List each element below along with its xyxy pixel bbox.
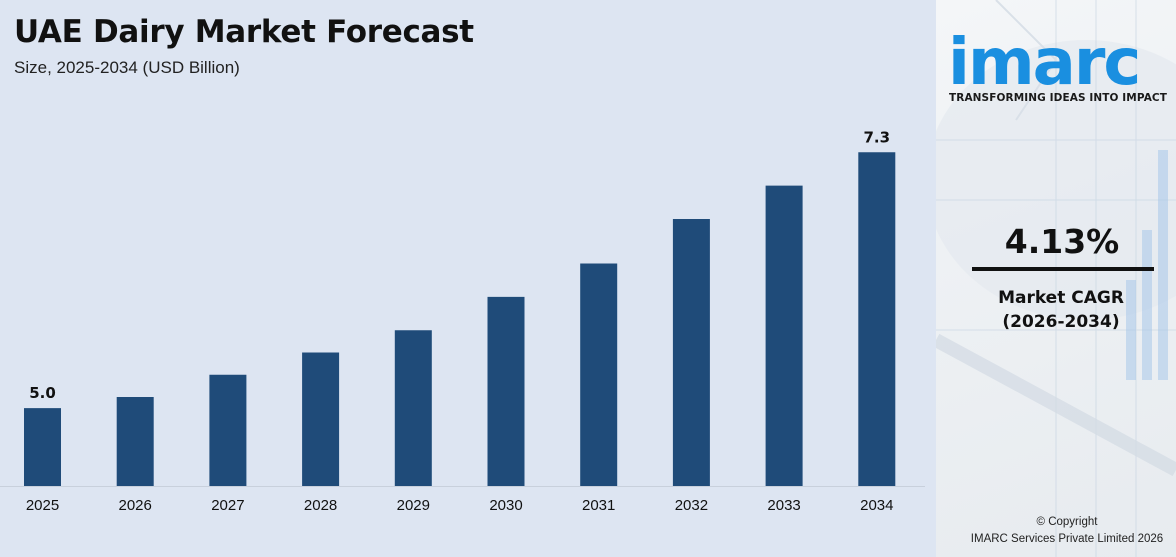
data-label-2034: 7.3 xyxy=(864,128,891,146)
x-tick-label-2028: 2028 xyxy=(304,497,337,514)
x-tick-label-2025: 2025 xyxy=(26,497,59,514)
x-tick-label-2029: 2029 xyxy=(397,497,430,514)
bar-2030 xyxy=(487,296,525,486)
cagr-value: 4.13% xyxy=(1004,222,1120,261)
data-label-2025: 5.0 xyxy=(29,384,56,402)
bar-chart: 2025 5.0 2026 2027 2028 2029 2030 2031 2032 2033 2… xyxy=(0,128,925,514)
bar-2028 xyxy=(302,352,340,486)
bar-2025 xyxy=(24,408,61,486)
side-panel: imarc TRANSFORMING IDEAS INTO IMPACT 4.1… xyxy=(936,0,1176,557)
x-tick-label-2030: 2030 xyxy=(489,497,522,514)
x-tick-label-2034: 2034 xyxy=(860,497,893,514)
imarc-logo: imarc xyxy=(948,26,1141,94)
bar-2026 xyxy=(116,397,154,486)
background-decoration xyxy=(936,0,1176,557)
chart-title: UAE Dairy Market Forecast xyxy=(14,14,474,50)
cagr-label-line1: Market CAGR xyxy=(998,288,1124,308)
bar-2031 xyxy=(580,263,618,486)
brand-tagline: TRANSFORMING IDEAS INTO IMPACT xyxy=(949,92,1167,104)
copyright-line1: © Copyright xyxy=(1036,516,1098,528)
bar-2032 xyxy=(672,219,710,486)
cagr-label: Market CAGR (2026-2034) xyxy=(936,286,1176,334)
chart-panel: 2025 5.0 2026 2027 2028 2029 2030 2031 2032 2033 2… xyxy=(0,14,925,514)
svg-text:imarc: imarc xyxy=(948,26,1139,94)
x-tick-label-2026: 2026 xyxy=(119,497,152,514)
x-tick-label-2032: 2032 xyxy=(675,497,708,514)
x-tick-label-2033: 2033 xyxy=(767,497,800,514)
bar-2029 xyxy=(394,330,432,486)
x-tick-label-2027: 2027 xyxy=(211,497,244,514)
bar-2033 xyxy=(765,185,803,486)
x-tick-label-2031: 2031 xyxy=(582,497,615,514)
cagr-label-line2: (2026-2034) xyxy=(1002,312,1120,332)
bar-2027 xyxy=(209,374,247,486)
copyright-line2: IMARC Services Private Limited 2026 xyxy=(970,533,1164,545)
copyright: © Copyright IMARC Services Private Limit… xyxy=(936,514,1176,548)
cagr-divider xyxy=(972,267,1154,271)
bar-2034 xyxy=(858,152,896,486)
chart-subtitle: Size, 2025-2034 (USD Billion) xyxy=(14,58,240,77)
